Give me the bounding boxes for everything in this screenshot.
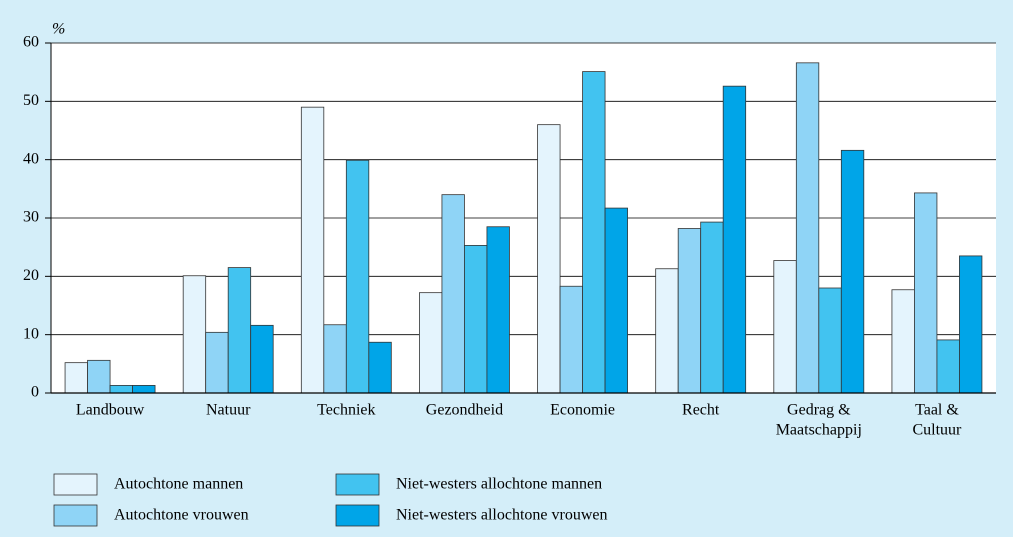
bar — [582, 71, 606, 394]
legend-label: Autochtone mannen — [114, 476, 243, 493]
bar — [655, 268, 679, 394]
x-tick-label: Maatschappij — [776, 422, 862, 439]
legend-swatch — [53, 504, 98, 527]
y-tick-label: 20 — [23, 267, 39, 284]
y-tick-label: 60 — [23, 34, 39, 51]
legend-label: Niet-westers allochtone vrouwen — [396, 507, 607, 524]
x-tick-label: Recht — [682, 402, 720, 419]
bar — [537, 124, 561, 394]
y-tick-label: 10 — [23, 325, 39, 342]
bar — [323, 324, 347, 394]
x-tick-label: Gezondheid — [426, 402, 503, 419]
legend-label: Autochtone vrouwen — [114, 507, 249, 524]
bar — [109, 385, 133, 394]
x-tick-label: Cultuur — [912, 422, 962, 439]
bar — [936, 339, 960, 394]
bar — [300, 106, 325, 394]
y-axis-label: % — [52, 21, 65, 38]
bar — [840, 149, 865, 394]
bar — [419, 292, 443, 394]
bar — [818, 287, 842, 394]
y-tick-label: 30 — [23, 209, 39, 226]
y-tick-label: 0 — [31, 384, 39, 401]
bar — [87, 359, 111, 394]
bar — [914, 192, 938, 394]
bar — [441, 194, 465, 394]
y-tick-label: 50 — [23, 92, 39, 109]
bar — [959, 255, 983, 394]
x-tick-label: Natuur — [206, 402, 251, 419]
legend-swatch — [53, 473, 98, 496]
x-tick-label: Taal & — [915, 402, 959, 419]
legend-label: Niet-westers allochtone mannen — [396, 476, 602, 493]
bar — [368, 341, 392, 394]
bar — [722, 85, 747, 394]
bar — [205, 331, 229, 394]
x-tick-label: Economie — [550, 402, 615, 419]
bar — [464, 245, 488, 394]
bar — [227, 267, 252, 394]
y-tick-label: 40 — [23, 150, 39, 167]
legend-swatch — [335, 473, 380, 496]
x-tick-label: Landbouw — [76, 402, 145, 419]
bar — [345, 159, 370, 394]
bar — [64, 362, 88, 394]
bar — [132, 385, 156, 394]
bar — [700, 221, 724, 394]
bar — [250, 324, 274, 394]
bar — [604, 207, 628, 394]
bar — [182, 275, 207, 394]
x-tick-label: Techniek — [317, 402, 375, 419]
bar — [773, 260, 797, 394]
bar — [795, 62, 820, 394]
x-tick-label: Gedrag & — [787, 402, 851, 419]
bar — [486, 226, 510, 394]
legend-swatch — [335, 504, 380, 527]
bar — [559, 285, 583, 394]
bar — [891, 289, 915, 394]
bar — [677, 228, 702, 394]
